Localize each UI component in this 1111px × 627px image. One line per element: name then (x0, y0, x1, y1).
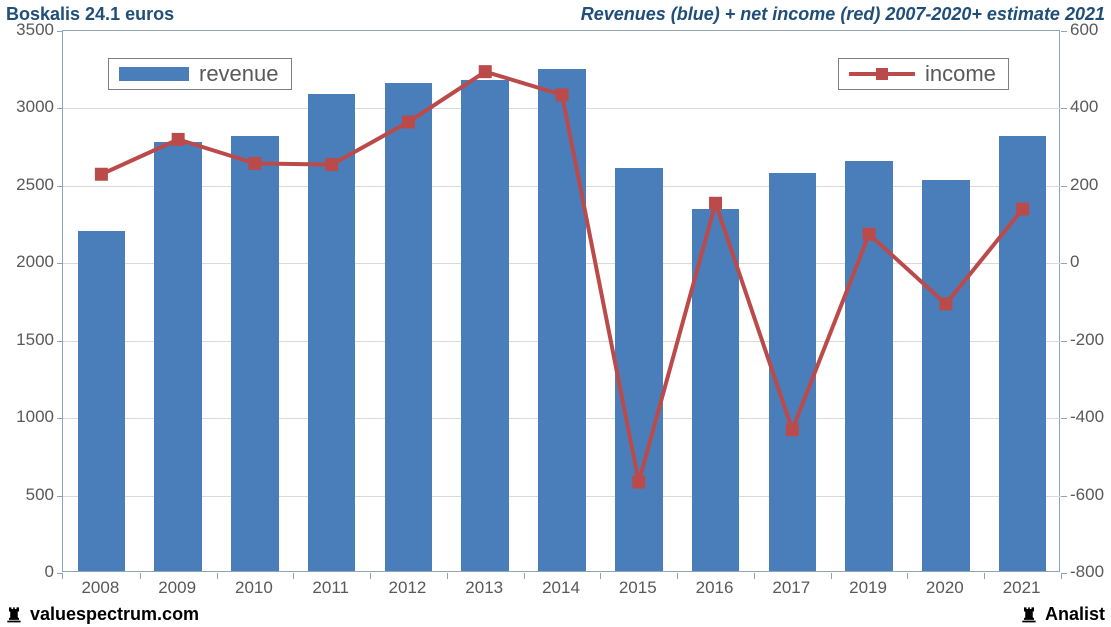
income-marker (1016, 203, 1029, 216)
title-right: Revenues (blue) + net income (red) 2007-… (581, 4, 1105, 25)
rook-icon (4, 604, 24, 624)
legend-revenue: revenue (108, 58, 292, 90)
legend-income-label: income (925, 61, 996, 87)
income-marker (632, 476, 645, 489)
title-bar: Boskalis 24.1 euros Revenues (blue) + ne… (0, 0, 1111, 28)
income-marker (479, 65, 492, 78)
plot-area (62, 30, 1060, 572)
x-tick-label: 2013 (465, 578, 503, 598)
y-left-tick-label: 1500 (16, 330, 54, 350)
x-tick-label: 2015 (619, 578, 657, 598)
income-marker (248, 157, 261, 170)
y-right-tick-label: -400 (1070, 407, 1104, 427)
y-left-tick-label: 0 (45, 562, 54, 582)
footer-left: valuespectrum.com (4, 604, 199, 625)
y-right-tick-label: 400 (1070, 97, 1098, 117)
legend-revenue-label: revenue (199, 61, 279, 87)
income-marker (402, 115, 415, 128)
footer-bar: valuespectrum.com Analist (0, 601, 1111, 627)
y-left-tick-label: 2000 (16, 252, 54, 272)
x-tick-label: 2009 (158, 578, 196, 598)
income-marker (95, 168, 108, 181)
x-tick-label: 2020 (926, 578, 964, 598)
y-right-tick-label: 200 (1070, 175, 1098, 195)
x-tick-label: 2010 (235, 578, 273, 598)
x-tick-label: 2014 (542, 578, 580, 598)
y-left-tick-label: 3000 (16, 97, 54, 117)
chart-frame: Boskalis 24.1 euros Revenues (blue) + ne… (0, 0, 1111, 627)
income-marker (556, 88, 569, 101)
income-line (63, 31, 1061, 573)
income-marker (325, 158, 338, 171)
x-tick-label: 2017 (772, 578, 810, 598)
income-marker (709, 197, 722, 210)
y-right-tick-label: -600 (1070, 485, 1104, 505)
x-tick-label: 2011 (312, 578, 349, 598)
rook-icon (1019, 604, 1039, 624)
y-right-tick-label: -800 (1070, 562, 1104, 582)
y-right-tick-label: 600 (1070, 20, 1098, 40)
x-tick-label: 2012 (389, 578, 427, 598)
y-right-tick-label: 0 (1070, 252, 1079, 272)
footer-right: Analist (1019, 604, 1105, 625)
x-tick-label: 2021 (1003, 578, 1041, 598)
income-marker (939, 297, 952, 310)
legend-revenue-swatch (119, 67, 189, 81)
income-marker (172, 133, 185, 146)
income-marker (863, 228, 876, 241)
legend-income-swatch (849, 67, 915, 81)
income-marker (786, 423, 799, 436)
y-left-tick-label: 1000 (16, 407, 54, 427)
footer-left-text: valuespectrum.com (30, 604, 199, 625)
footer-right-text: Analist (1045, 604, 1105, 625)
y-left-tick-label: 2500 (16, 175, 54, 195)
legend-income: income (838, 58, 1009, 90)
y-left-tick-label: 500 (26, 485, 54, 505)
y-left-tick-label: 3500 (16, 20, 54, 40)
x-tick-label: 2019 (849, 578, 887, 598)
y-right-tick-label: -200 (1070, 330, 1104, 350)
x-tick-label: 2016 (696, 578, 734, 598)
x-tick-label: 2008 (81, 578, 119, 598)
